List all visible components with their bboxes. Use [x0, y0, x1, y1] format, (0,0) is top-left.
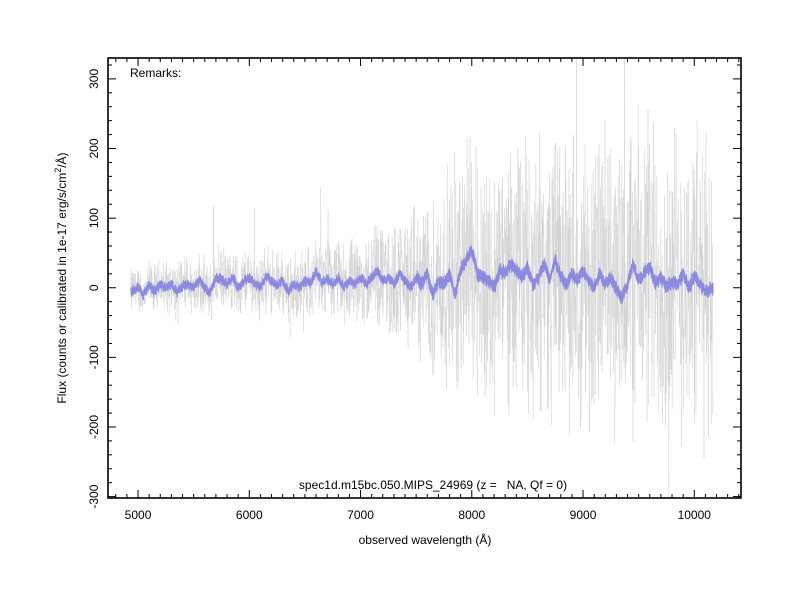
y-axis: -300 -200 -100 0 100 200 300: [87, 64, 741, 509]
y-axis-label-prefix: Flux (counts or calibrated in 1e-17 erg/…: [55, 173, 69, 404]
x-tick-label: 8000: [458, 508, 485, 522]
x-tick-label: 10000: [678, 508, 712, 522]
y-tick-label: 100: [87, 208, 101, 228]
y-axis-label-suffix: /Å): [54, 152, 69, 167]
x-tick-label: 7000: [347, 508, 374, 522]
y-tick-label: 300: [87, 69, 101, 89]
y-tick-label: 200: [87, 138, 101, 158]
y-axis-label: Flux (counts or calibrated in 1e-17 erg/…: [53, 152, 69, 403]
object-info-label: spec1d.m15bc.050.MIPS_24969 (z = NA, Qf …: [299, 478, 567, 492]
x-tick-label: 9000: [570, 508, 597, 522]
y-axis-label-sup: 2: [53, 168, 63, 173]
x-tick-label: 5000: [125, 508, 152, 522]
x-axis-label: observed wavelength (Å): [359, 532, 492, 547]
smoothed-flux-band: [130, 243, 714, 305]
x-tick-label: 6000: [236, 508, 263, 522]
remarks-label: Remarks:: [130, 66, 181, 80]
y-tick-label: -100: [87, 345, 101, 369]
y-tick-label: -200: [87, 415, 101, 439]
y-tick-label: 0: [87, 284, 101, 291]
smoothed-flux-series: [130, 243, 714, 305]
x-axis: 5000 6000 7000 8000 9000 10000: [115, 58, 740, 522]
plot-frame: [107, 57, 742, 499]
y-tick-label: -300: [87, 484, 101, 508]
